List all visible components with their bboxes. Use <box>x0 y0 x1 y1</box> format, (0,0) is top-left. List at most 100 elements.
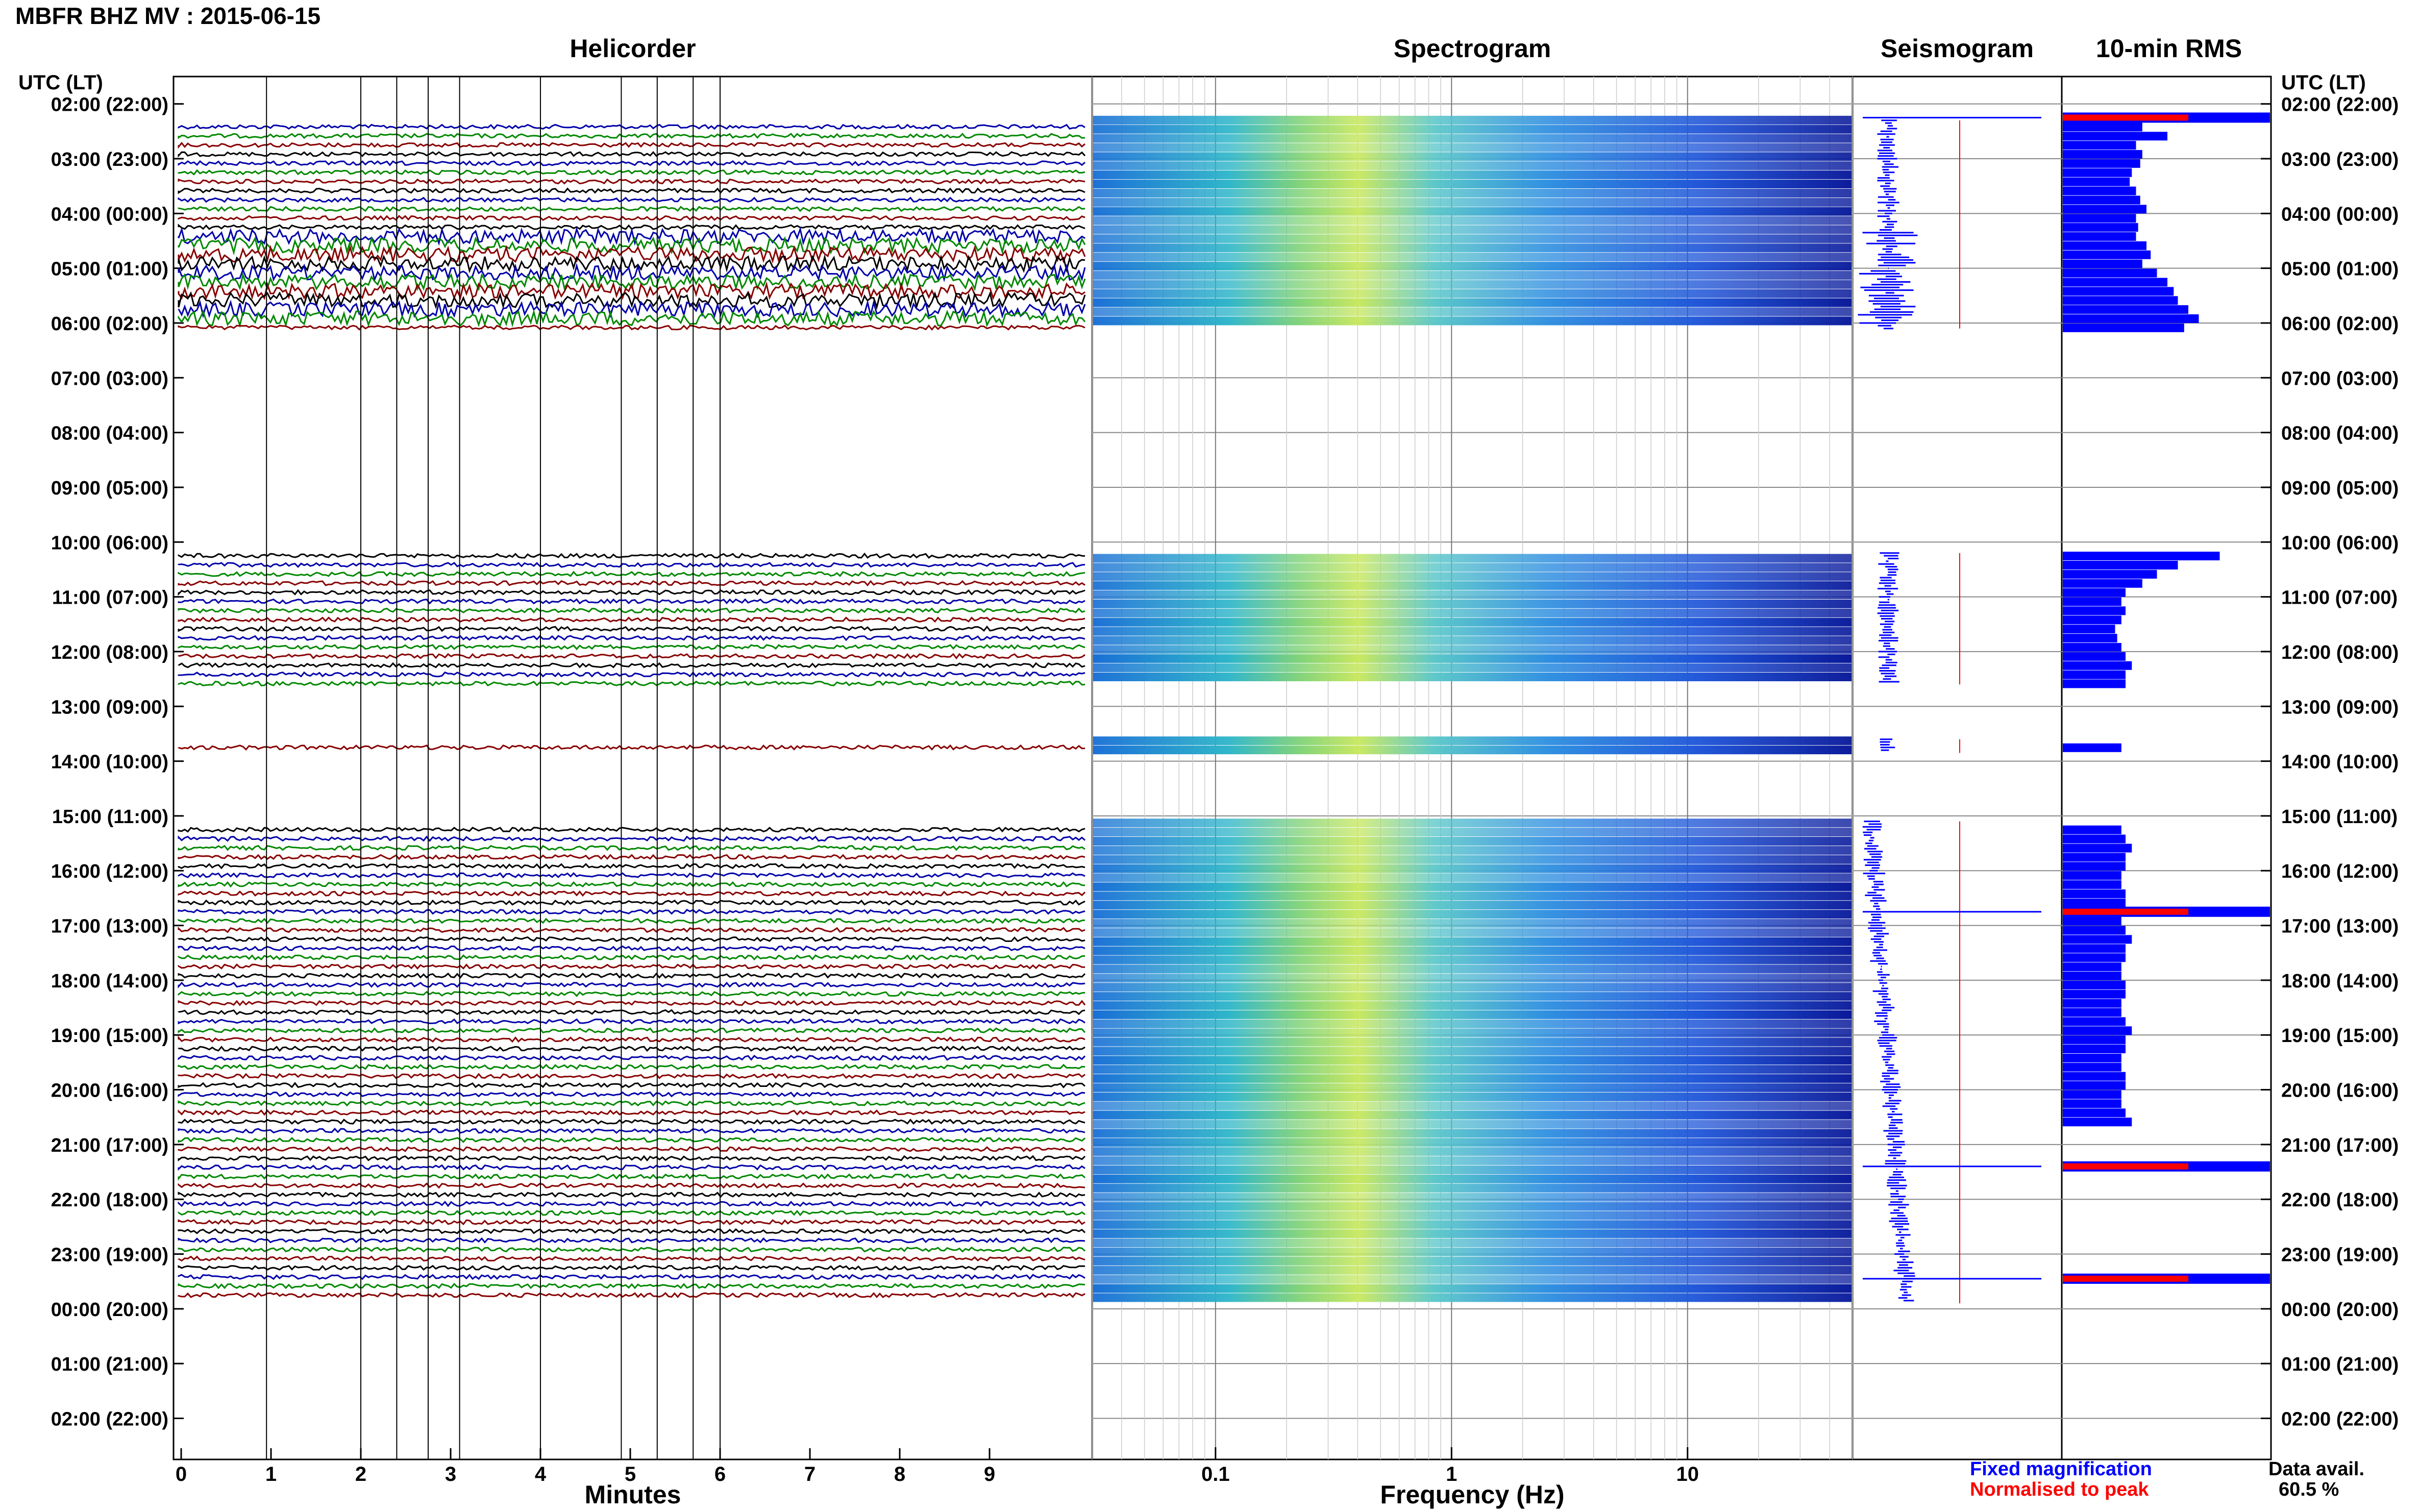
helicorder-trace <box>178 662 1085 668</box>
rms-bar <box>2063 305 2188 314</box>
time-label-right: 17:00 (13:00) <box>2281 916 2399 937</box>
rms-bar <box>2063 168 2132 177</box>
helicorder-trace <box>178 123 1085 130</box>
panel-frame-rms <box>2061 76 2272 1460</box>
rms-bar <box>2063 150 2142 159</box>
spectrogram-row <box>1093 1229 1852 1238</box>
spectrogram-row <box>1093 864 1852 873</box>
rms-bar <box>2063 743 2121 752</box>
rms-bar <box>2063 1008 2121 1017</box>
rms-peak-marker <box>2063 908 2188 915</box>
rms-bar <box>2063 643 2121 652</box>
spectrogram-row <box>1093 189 1852 197</box>
page-title: MBFR BHZ MV : 2015-06-15 <box>15 3 321 29</box>
spectrogram-row <box>1093 225 1852 234</box>
spectrogram-row <box>1093 1056 1852 1065</box>
helicorder-trace <box>178 1063 1085 1070</box>
rms-bar <box>2063 122 2142 132</box>
spectrogram-row <box>1093 882 1852 891</box>
rms-bar <box>2063 652 2126 661</box>
helicorder-trace <box>178 1146 1085 1152</box>
helicorder-trace <box>178 680 1085 687</box>
time-label-left: 00:00 (20:00) <box>51 1299 168 1321</box>
rms-bar <box>2063 844 2132 853</box>
rms-bar <box>2063 926 2126 935</box>
helicorder-trace <box>178 1035 1085 1043</box>
spectrogram-title: Spectrogram <box>1393 34 1551 63</box>
helicorder-trace <box>178 1255 1085 1262</box>
spectrogram-row <box>1093 1284 1852 1293</box>
helicorder-trace <box>178 291 1086 310</box>
time-label-left: 21:00 (17:00) <box>51 1135 168 1156</box>
helicorder-trace <box>178 1228 1086 1234</box>
rms-bar <box>2063 232 2136 241</box>
spectrogram-row <box>1093 1193 1852 1202</box>
minute-tick-label: 7 <box>804 1463 816 1485</box>
spectrogram-row <box>1093 910 1852 919</box>
spectrogram-row <box>1093 1166 1852 1174</box>
helicorder-trace <box>178 206 1085 212</box>
helicorder-trace <box>178 552 1085 559</box>
helicorder-trace <box>178 263 1086 283</box>
spectrogram-row <box>1093 271 1852 280</box>
rms-bar <box>2063 259 2142 268</box>
spectrogram-row <box>1093 143 1852 152</box>
time-label-right: 00:00 (20:00) <box>2281 1299 2399 1321</box>
helicorder-trace <box>178 981 1085 989</box>
minute-tick-label: 0 <box>176 1463 187 1485</box>
helicorder-trace <box>178 1292 1085 1299</box>
rms-bar <box>2063 287 2174 296</box>
time-label-right: 16:00 (12:00) <box>2281 861 2399 882</box>
time-label-right: 13:00 (09:00) <box>2281 697 2399 718</box>
helicorder-trace <box>178 926 1085 933</box>
spectrogram-row <box>1093 1019 1852 1028</box>
helicorder-trace <box>178 1091 1085 1098</box>
spectrogram-row <box>1093 837 1852 846</box>
helicorder-trace <box>178 187 1085 194</box>
spectrogram-row <box>1093 663 1852 673</box>
time-label-left: 16:00 (12:00) <box>51 861 168 882</box>
rms-bar <box>2063 1118 2132 1127</box>
time-label-right: 02:00 (22:00) <box>2281 94 2399 116</box>
rms-bar <box>2063 1090 2121 1099</box>
rms-bar <box>2063 980 2126 989</box>
helicorder-trace <box>178 616 1085 623</box>
spectrogram-row <box>1093 855 1852 864</box>
helicorder-trace <box>178 1027 1086 1033</box>
minutes-axis-label: Minutes <box>584 1480 681 1509</box>
minute-tick-label: 6 <box>714 1463 726 1485</box>
helicorder-trace <box>178 281 1085 301</box>
helicorder-trace <box>178 224 1085 231</box>
time-label-left: 05:00 (01:00) <box>51 259 168 280</box>
helicorder-trace <box>178 1274 1085 1280</box>
spectrogram-row <box>1093 1074 1852 1083</box>
time-label-right: 20:00 (16:00) <box>2281 1080 2399 1102</box>
time-label-right: 11:00 (07:00) <box>2281 587 2398 609</box>
spectrogram-row <box>1093 1110 1852 1120</box>
helicorder-trace <box>178 872 1085 879</box>
spectrogram-row <box>1093 1247 1852 1256</box>
rms-bar <box>2063 871 2121 880</box>
rms-bar <box>2063 606 2126 615</box>
spectrogram-row <box>1093 608 1852 617</box>
time-label-left: 03:00 (23:00) <box>51 149 168 170</box>
time-label-right: 10:00 (06:00) <box>2281 532 2399 554</box>
helicorder-trace <box>178 160 1085 167</box>
time-label-right: 23:00 (19:00) <box>2281 1245 2399 1266</box>
rms-bar <box>2063 1017 2126 1026</box>
rms-title: 10-min RMS <box>2095 34 2242 63</box>
rms-bar <box>2063 862 2126 871</box>
spectrogram-row <box>1093 599 1852 608</box>
spectrogram-row <box>1093 115 1852 125</box>
spectrogram-row <box>1093 673 1852 681</box>
spectrogram-row <box>1093 627 1852 636</box>
rms-bar <box>2063 177 2130 186</box>
rms-bar <box>2063 615 2121 625</box>
spectrogram-row <box>1093 1037 1852 1047</box>
helicorder-trace <box>178 607 1085 614</box>
spectrogram-row <box>1093 1047 1852 1056</box>
spectrogram-row <box>1093 1147 1852 1156</box>
helicorder-trace <box>178 671 1085 678</box>
rms-bar <box>2063 834 2126 844</box>
rms-bar <box>2063 159 2140 168</box>
